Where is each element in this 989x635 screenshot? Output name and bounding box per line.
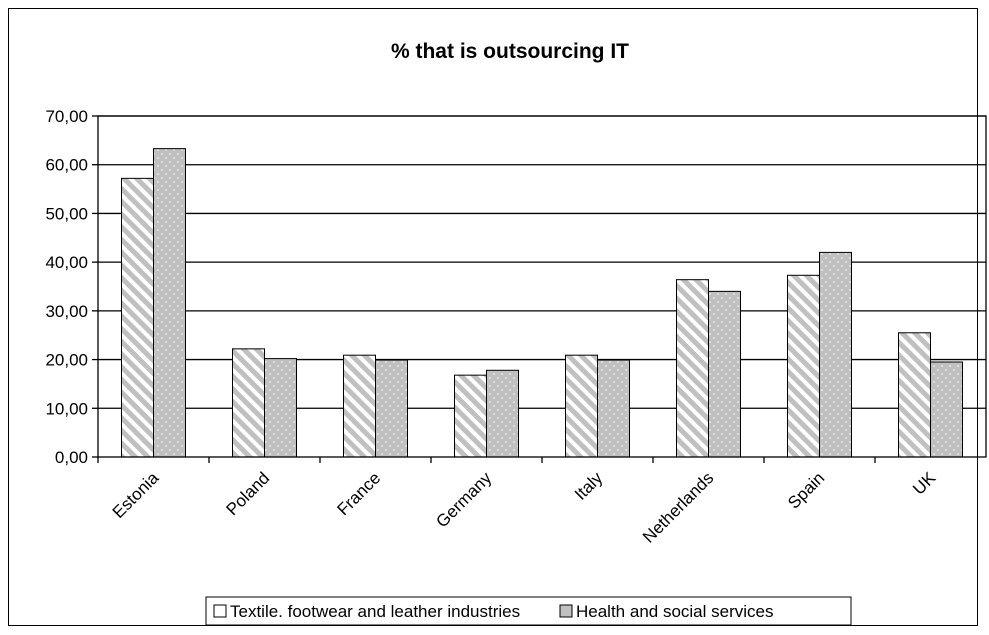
legend-box [205, 596, 852, 626]
y-tick-label: 40,00 [45, 253, 88, 272]
legend-swatch-textile [213, 604, 227, 618]
y-tick-label: 50,00 [45, 204, 88, 223]
bar-textile-netherlands [676, 279, 709, 458]
bar-health-france [375, 359, 408, 458]
bar-textile-poland [232, 348, 265, 458]
legend-label-health: Health and social services [576, 602, 773, 621]
legend-swatch-health [559, 604, 573, 618]
y-tick-label: 70,00 [45, 107, 88, 126]
axes [92, 115, 987, 463]
y-tick-label: 0,00 [55, 448, 88, 467]
bar-textile-italy [565, 354, 598, 458]
y-tick-label: 60,00 [45, 156, 88, 175]
x-tick-labels: Estonia Poland France Germany Italy Netherlan… [109, 468, 940, 547]
y-tick-label: 20,00 [45, 351, 88, 370]
bars [121, 148, 963, 458]
x-tick-label-italy: Italy [571, 468, 607, 504]
bar-health-germany [486, 369, 519, 458]
bar-health-uk [930, 361, 963, 458]
x-tick-label-spain: Spain [784, 468, 828, 512]
bar-health-poland [264, 358, 297, 458]
y-tick-label: 10,00 [45, 399, 88, 418]
bar-textile-uk [898, 332, 931, 458]
bar-health-spain [819, 251, 852, 458]
bar-health-netherlands [708, 290, 741, 458]
bar-textile-spain [787, 274, 820, 458]
chart-title: % that is outsourcing IT [391, 40, 629, 63]
x-tick-label-uk: UK [909, 468, 940, 499]
bar-textile-estonia [121, 177, 154, 458]
bar-health-estonia [153, 148, 186, 458]
legend-label-textile: Textile. footwear and leather industries [230, 602, 520, 621]
x-tick-label-germany: Germany [432, 468, 495, 531]
x-tick-label-estonia: Estonia [109, 468, 163, 522]
legend: Textile. footwear and leather industries… [205, 596, 852, 626]
bar-textile-france [343, 354, 376, 458]
x-tick-label-france: France [333, 468, 384, 519]
bar-textile-germany [454, 374, 487, 458]
y-tick-labels: 0,00 10,00 20,00 30,00 40,00 50,00 60,00 70,00 [45, 107, 88, 467]
plot-area-border [97, 115, 987, 458]
bar-health-italy [597, 359, 630, 458]
x-tick-label-poland: Poland [222, 468, 273, 519]
y-tick-label: 30,00 [45, 302, 88, 321]
x-tick-label-netherlands: Netherlands [639, 468, 717, 546]
gridlines [98, 115, 986, 409]
